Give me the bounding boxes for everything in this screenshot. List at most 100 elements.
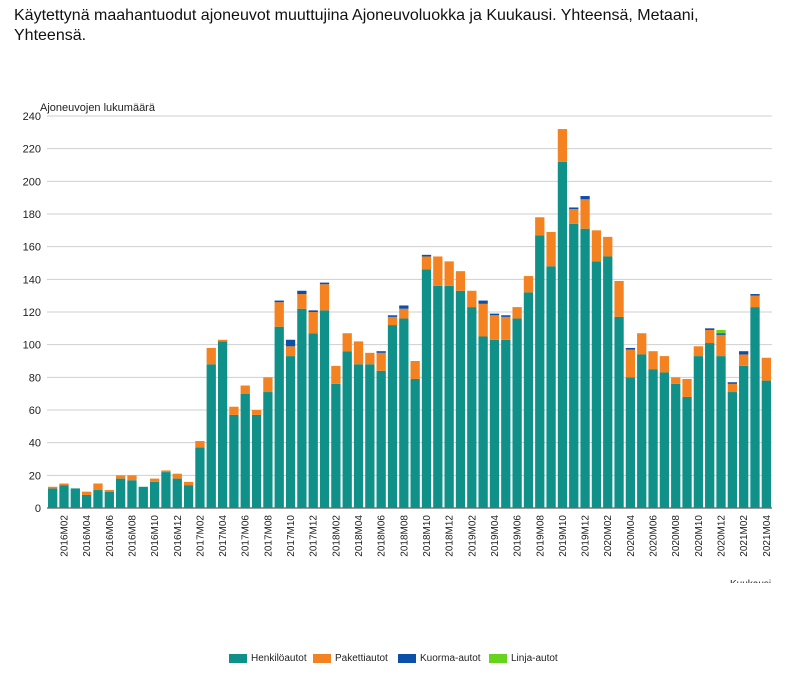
chart-legend: Henkilöautot Pakettiautot Kuorma-autot Linj… xyxy=(0,652,792,668)
bar-segment xyxy=(693,346,704,357)
bar-segment xyxy=(739,365,749,508)
bar-segment xyxy=(376,352,386,371)
x-tick-label: 2016M04 xyxy=(82,515,93,557)
bar-segment xyxy=(489,339,500,508)
x-tick-label: 2018M06 xyxy=(377,515,388,557)
bar-segment xyxy=(297,308,307,508)
bar-segment xyxy=(625,349,636,378)
bar-segment xyxy=(399,318,409,508)
bar-segment xyxy=(489,313,500,316)
x-tick-label: 2017M04 xyxy=(218,515,229,557)
x-tick-label: 2018M12 xyxy=(445,515,456,557)
bar-segment xyxy=(229,414,239,508)
x-tick-label: 2017M06 xyxy=(241,515,252,557)
bar-segment xyxy=(138,486,148,508)
bar-segment xyxy=(195,441,205,448)
bar-segment xyxy=(750,294,760,296)
bar-segment xyxy=(625,377,636,508)
bar-segment xyxy=(455,290,466,508)
x-tick-label: 2019M06 xyxy=(513,515,524,557)
y-tick-label: 140 xyxy=(23,274,41,286)
bar-segment xyxy=(319,282,330,285)
bar-segment xyxy=(93,490,103,508)
bar-segment xyxy=(682,396,692,508)
y-tick-label: 180 xyxy=(23,209,41,221)
x-tick-label: 2018M04 xyxy=(354,515,365,557)
x-tick-label: 2016M08 xyxy=(127,515,138,557)
legend-swatch xyxy=(229,654,247,663)
y-tick-label: 80 xyxy=(29,372,41,384)
bar-segment xyxy=(421,269,432,508)
bar-segment xyxy=(48,486,58,489)
bar-segment xyxy=(319,310,330,508)
bar-segment xyxy=(444,285,454,508)
x-axis-label: Kuukausi xyxy=(730,575,776,583)
bar-segment xyxy=(399,308,409,319)
bar-segment xyxy=(591,261,602,508)
legend-swatch xyxy=(313,654,331,663)
x-tick-label: 2016M10 xyxy=(150,515,161,557)
bar-segment xyxy=(557,129,568,162)
x-tick-label: 2019M12 xyxy=(581,515,592,557)
bar-segment xyxy=(489,315,500,340)
bar-segment xyxy=(206,347,216,365)
bar-segment xyxy=(523,292,534,508)
bar-segment xyxy=(274,300,284,303)
y-tick-label: 220 xyxy=(23,144,41,156)
bar-segment xyxy=(659,372,670,508)
x-tick-label: 2019M10 xyxy=(558,515,569,557)
bar-segment xyxy=(251,414,262,508)
bar-segment xyxy=(421,256,432,270)
bar-segment xyxy=(716,334,726,357)
bar-segment xyxy=(70,488,80,508)
bar-segment xyxy=(501,315,511,317)
bar-segment xyxy=(557,161,568,508)
x-tick-label: 2017M08 xyxy=(263,515,274,557)
x-tick-label: 2019M08 xyxy=(535,515,546,557)
bar-segment xyxy=(546,266,556,508)
bar-segment xyxy=(342,333,352,352)
bar-segment xyxy=(580,199,590,229)
x-tick-label: 2016M02 xyxy=(59,515,70,557)
legend-swatch xyxy=(489,654,507,663)
bar-segment xyxy=(648,369,658,508)
bar-segment xyxy=(455,271,466,291)
bar-segment xyxy=(671,383,681,508)
bar-segment xyxy=(263,377,273,393)
bar-segment xyxy=(637,354,647,508)
bar-segment xyxy=(501,316,511,340)
bar-segment xyxy=(387,325,398,508)
legend-swatch xyxy=(398,654,416,663)
bar-segment xyxy=(308,333,318,508)
bar-segment xyxy=(535,217,545,236)
bar-segment xyxy=(705,343,715,508)
bar-segment xyxy=(240,385,250,394)
bar-segment xyxy=(523,276,534,293)
y-axis-label: Ajoneuvojen lukumäärä xyxy=(40,102,155,114)
x-tick-label: 2017M12 xyxy=(309,515,320,557)
bar-segment xyxy=(240,393,250,508)
x-tick-label: 2017M10 xyxy=(286,515,297,557)
bar-segment xyxy=(716,333,726,335)
bar-segment xyxy=(478,303,488,337)
bar-segment xyxy=(512,318,522,508)
bar-segment xyxy=(478,336,488,508)
x-tick-label: 2020M02 xyxy=(603,515,614,557)
bar-segment xyxy=(297,294,307,309)
bar-segment xyxy=(569,207,579,210)
bar-segment xyxy=(399,305,409,309)
bar-segment xyxy=(149,478,160,482)
bar-segment xyxy=(274,326,284,508)
bar-segment xyxy=(127,480,137,508)
legend-label: Henkilöautot xyxy=(251,653,307,664)
bar-segment xyxy=(421,254,432,257)
bar-segment xyxy=(251,410,262,415)
legend-label: Linja-autot xyxy=(511,653,558,664)
bar-segment xyxy=(149,481,160,508)
bar-segment xyxy=(739,354,749,366)
legend-label: Pakettiautot xyxy=(335,653,388,664)
bar-segment xyxy=(603,236,613,257)
x-tick-label: 2021M04 xyxy=(762,515,773,557)
y-tick-label: 0 xyxy=(35,503,41,515)
